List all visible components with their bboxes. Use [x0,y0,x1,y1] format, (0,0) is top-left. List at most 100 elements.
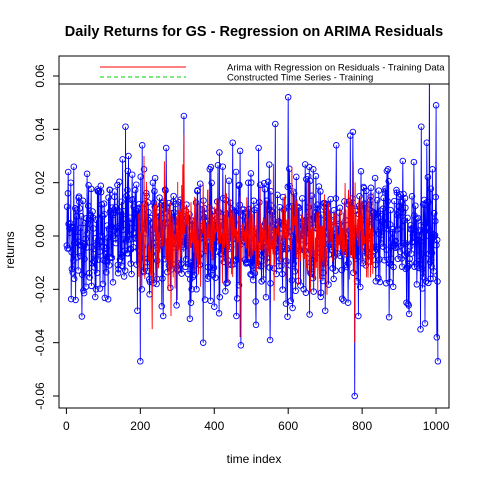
data-point [399,157,407,165]
data-point [121,267,129,274]
data-point [86,221,94,228]
data-point [375,274,382,282]
data-point [235,182,242,189]
data-point [154,257,161,264]
data-point [405,310,413,318]
data-point [215,310,223,317]
data-point [261,186,269,193]
data-point [120,273,128,280]
data-point [423,232,430,239]
data-point [428,256,435,264]
data-point [116,178,123,186]
data-point [127,246,135,253]
data-point [378,228,385,235]
plot-region [63,60,442,400]
data-point [266,336,274,344]
data-point [133,261,140,268]
data-point [403,250,411,257]
data-point [118,198,125,205]
data-point [111,188,119,195]
data-point [392,243,400,250]
data-point [279,286,286,293]
data-point [330,275,337,283]
data-point [114,261,122,269]
data-point [138,286,146,293]
data-point [124,167,132,175]
data-point [126,236,133,243]
data-point [341,198,348,205]
data-point [184,270,192,278]
data-point [317,188,324,195]
data-point [97,188,105,196]
data-point [194,186,201,194]
data-point [357,283,364,291]
data-point [283,257,290,265]
data-point [402,204,409,212]
data-point [408,250,415,257]
data-point [84,202,92,210]
data-point [266,264,273,271]
data-point [319,277,327,285]
data-point [244,259,251,267]
data-point [216,149,223,156]
y-tick-label: 0.02 [33,171,47,195]
data-point [230,261,237,268]
data-point [284,94,292,101]
data-point [306,311,313,318]
data-point [409,234,417,242]
data-point [266,161,273,168]
data-point [405,263,412,270]
data-point [97,182,105,190]
data-point [93,216,100,224]
data-point [427,275,434,283]
data-point [188,258,195,266]
data-point [134,307,141,314]
data-point [159,275,166,282]
data-point [89,208,96,215]
data-point [103,222,111,229]
data-point [434,278,441,285]
data-point [120,215,127,223]
data-point [96,248,103,255]
data-point [371,174,379,182]
data-point [279,270,286,278]
data-point [402,240,410,247]
data-point [332,267,339,274]
data-point [162,144,170,152]
data-point [274,191,281,199]
data-point [242,209,249,216]
data-point [292,287,299,295]
y-tick-label: -0.04 [33,329,47,357]
data-point [106,262,113,269]
data-point [418,265,426,273]
data-point [101,294,109,302]
data-point [133,208,141,215]
data-point [310,166,317,173]
data-point [385,313,393,321]
data-point [376,278,384,286]
data-point [411,263,418,271]
data-point [397,191,404,198]
data-point [257,262,265,270]
data-point [384,198,391,205]
data-point [376,256,383,263]
data-point [432,102,440,109]
data-point [102,250,110,258]
data-point [382,279,390,287]
x-tick-label: 600 [278,419,298,433]
data-point [193,286,200,293]
data-point [211,303,218,310]
data-point [412,260,420,267]
data-point [429,166,436,173]
data-point [333,142,340,149]
data-point [216,293,224,301]
data-point [373,245,380,253]
data-point [196,261,204,269]
data-point [423,139,431,146]
data-point [362,187,370,195]
data-point [119,156,126,163]
data-point [249,276,257,284]
data-point [173,302,180,309]
data-point [236,181,243,189]
data-point [260,179,268,187]
